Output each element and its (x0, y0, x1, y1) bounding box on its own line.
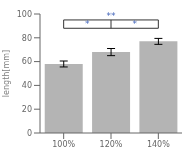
svg-text:40: 40 (22, 81, 32, 90)
svg-text:100: 100 (17, 10, 32, 19)
svg-text:100%: 100% (52, 140, 75, 149)
svg-text:*: * (85, 19, 90, 29)
svg-text:20: 20 (22, 105, 32, 114)
svg-text:80: 80 (22, 34, 32, 43)
svg-text:length[mm]: length[mm] (8, 50, 11, 97)
svg-text:120%: 120% (100, 140, 123, 149)
svg-text:*: * (132, 19, 137, 29)
svg-text:140%: 140% (147, 140, 170, 149)
svg-text:0: 0 (27, 129, 32, 138)
svg-text:**: ** (107, 11, 117, 21)
svg-text:60: 60 (22, 57, 32, 66)
